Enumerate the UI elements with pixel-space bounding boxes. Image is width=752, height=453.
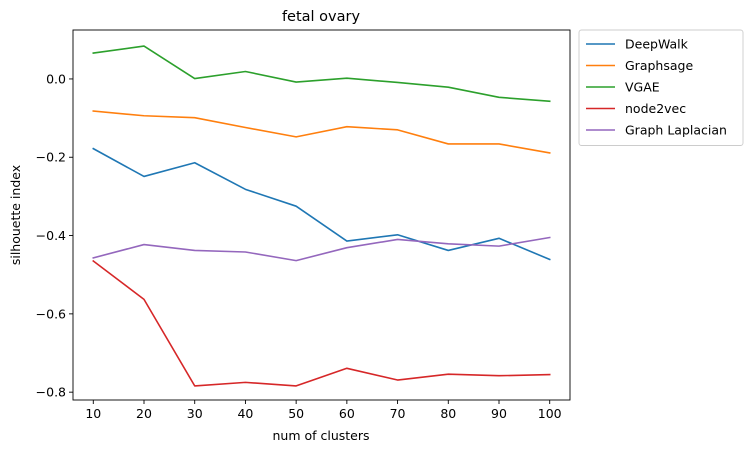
x-tick-label: 40 xyxy=(237,406,253,421)
y-tick-label: −0.4 xyxy=(36,228,66,243)
x-tick-label: 50 xyxy=(288,406,304,421)
legend-frame xyxy=(578,29,744,146)
y-axis-label: silhouette index xyxy=(8,165,23,265)
x-tick-label: 30 xyxy=(187,406,203,421)
legend-label-graphsage: Graphsage xyxy=(625,58,693,73)
x-tick-label: 90 xyxy=(491,406,507,421)
y-tick-label: −0.8 xyxy=(36,385,66,400)
x-tick-label: 70 xyxy=(390,406,406,421)
x-axis-label: num of clusters xyxy=(272,428,369,443)
x-tick-label: 80 xyxy=(440,406,456,421)
y-tick-label: −0.2 xyxy=(36,150,66,165)
legend: DeepWalk Graphsage VGAE node2vec Graph Lapla… xyxy=(578,29,744,146)
plot-frame xyxy=(72,29,571,401)
legend-label-graph-laplacian: Graph Laplacian xyxy=(625,123,727,138)
x-tick-label: 60 xyxy=(339,406,355,421)
series-line-graphsage xyxy=(92,110,551,154)
legend-label-node2vec: node2vec xyxy=(625,101,686,116)
legend-label-vgae: VGAE xyxy=(625,80,660,95)
x-tick-label: 10 xyxy=(85,406,101,421)
y-tick-label: −0.6 xyxy=(36,306,66,321)
series-line-vgae xyxy=(92,45,551,103)
series-line-deepwalk xyxy=(92,147,551,261)
plot-area: 10 20 30 40 50 60 70 80 90 100 0.0 −0.2 −0.4 −0.6 −0.8 xyxy=(36,29,571,421)
series-line-graph-laplacian xyxy=(92,236,551,262)
series-line-node2vec xyxy=(92,259,551,387)
x-tick-label: 20 xyxy=(136,406,152,421)
chart-title: fetal ovary xyxy=(282,9,361,25)
x-tick-label: 100 xyxy=(538,406,562,421)
y-tick-label: 0.0 xyxy=(46,71,66,86)
legend-label-deepwalk: DeepWalk xyxy=(625,37,689,52)
